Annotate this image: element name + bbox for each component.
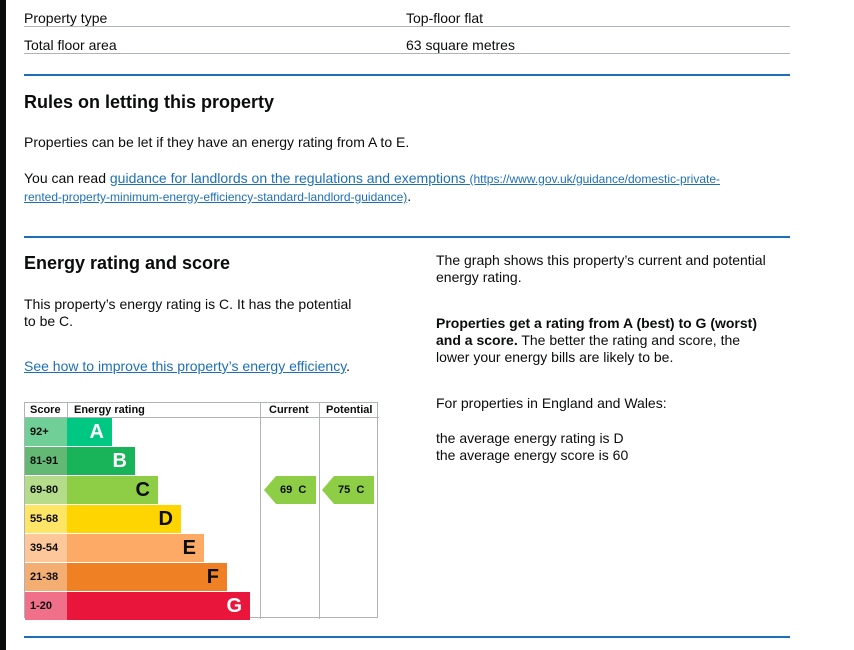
epc-band-bar: F — [67, 563, 227, 591]
epc-potential-arrow-shape — [322, 476, 374, 504]
rating-explainer: Properties get a rating from A (best) to… — [436, 315, 757, 365]
epc-header-rating: Energy rating — [74, 404, 145, 416]
epc-band-c: 69-80 C — [25, 476, 260, 504]
epc-header-divider — [25, 417, 379, 418]
summary-row-property-type: Property type Top-floor flat — [24, 0, 790, 27]
energy-rating-text: This property’s energy rating is C. It h… — [24, 296, 352, 329]
summary-value: 63 square metres — [406, 37, 515, 53]
epc-band-letter: E — [182, 537, 196, 559]
landlord-guidance-link[interactable]: guidance for landlords on the regulation… — [109, 170, 721, 186]
epc-band-bar: C — [67, 476, 158, 504]
epc-current-arrow-label: 69 C — [280, 484, 307, 496]
epc-potential-arrow: 75 C — [322, 476, 374, 504]
epc-current-arrow-polygon — [264, 476, 316, 504]
epc-band-letter: F — [206, 566, 219, 588]
summary-row-floor-area: Total floor area 63 square metres — [24, 27, 790, 54]
epc-band-score-range: 55-68 — [25, 505, 67, 533]
landlord-guidance-link-cont[interactable]: rented-property-minimum-energy-efficienc… — [24, 190, 408, 204]
epc-rating-chart: Score Energy rating Current Potential 92… — [24, 402, 379, 620]
improve-efficiency-link[interactable]: See how to improve this property’s energ… — [24, 358, 347, 374]
epc-band-b: 81-91 B — [25, 447, 260, 475]
epc-potential-arrow-polygon — [322, 476, 374, 504]
epc-band-bar: D — [67, 505, 181, 533]
epc-band-score-range: 81-91 — [25, 447, 67, 475]
epc-band-letter: A — [89, 421, 104, 443]
epc-band-letter: C — [135, 479, 150, 501]
epc-header-current: Current — [269, 404, 309, 416]
epc-band-g: 1-20 G — [25, 592, 260, 620]
epc-band-f: 21-38 F — [25, 563, 260, 591]
epc-band-score-range: 21-38 — [25, 563, 67, 591]
epc-band-bar: A — [67, 418, 112, 446]
improve-paragraph: See how to improve this property’s energ… — [24, 358, 351, 374]
section-divider — [24, 236, 790, 238]
epc-band-score-range: 92+ — [25, 418, 67, 446]
letting-guidance-paragraph: You can read guidance for landlords on t… — [24, 170, 721, 204]
letting-intro: Properties can be let if they have an en… — [24, 134, 410, 150]
epc-band-bar: B — [67, 447, 135, 475]
region-text: For properties in England and Wales: — [436, 395, 667, 411]
epc-col-divider — [319, 403, 320, 619]
epc-band-bar: G — [67, 592, 250, 620]
summary-key: Property type — [24, 10, 108, 26]
page-left-border — [0, 0, 6, 650]
epc-band-score-range: 69-80 — [25, 476, 67, 504]
epc-band-score-range: 1-20 — [25, 592, 67, 620]
section-divider — [24, 74, 790, 76]
epc-band-score-range: 39-54 — [25, 534, 67, 562]
epc-header-score: Score — [30, 404, 61, 416]
epc-band-letter: D — [158, 508, 173, 530]
epc-col-divider — [67, 403, 68, 417]
summary-value: Top-floor flat — [406, 10, 484, 26]
epc-col-divider — [260, 403, 261, 619]
epc-current-arrow-shape — [264, 476, 316, 504]
section-divider — [24, 636, 790, 638]
graph-explainer: The graph shows this property’s current … — [436, 252, 766, 285]
epc-band-e: 39-54 E — [25, 534, 260, 562]
epc-band-letter: B — [112, 450, 127, 472]
letting-heading: Rules on letting this property — [24, 92, 275, 112]
epc-potential-arrow-label: 75 C — [338, 484, 365, 496]
epc-band-d: 55-68 D — [25, 505, 260, 533]
epc-current-arrow: 69 C — [264, 476, 316, 504]
epc-band-a: 92+ A — [25, 418, 260, 446]
epc-band-bar: E — [67, 534, 204, 562]
summary-key: Total floor area — [24, 37, 117, 53]
epc-band-letter: G — [226, 595, 242, 617]
guidance-prefix: You can read — [24, 170, 110, 186]
epc-header-potential: Potential — [326, 404, 373, 416]
energy-heading: Energy rating and score — [24, 253, 231, 273]
